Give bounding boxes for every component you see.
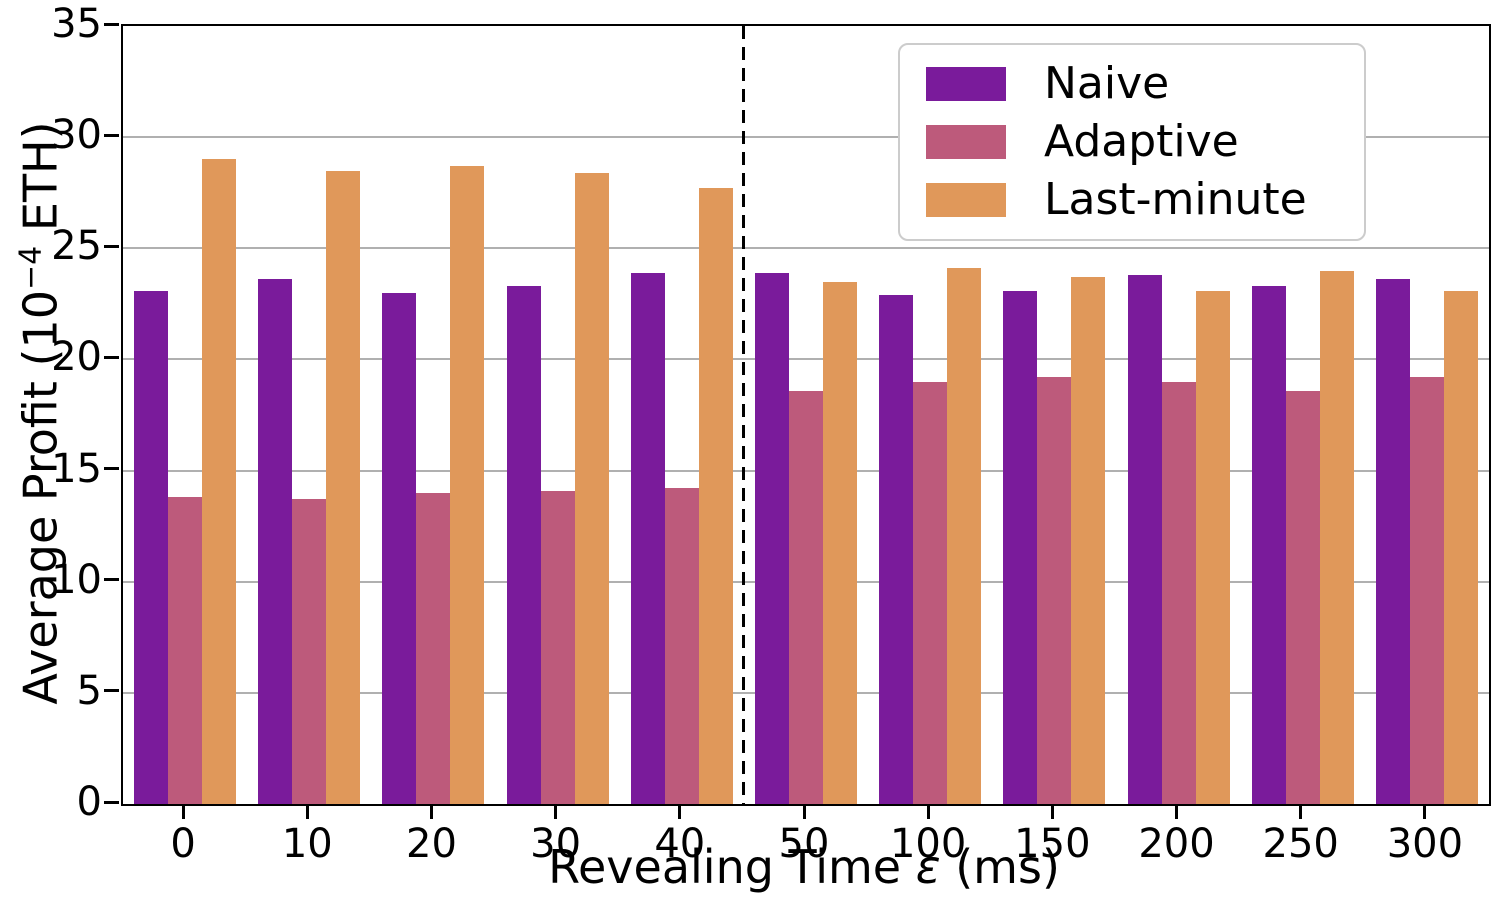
gridline-y-25 — [123, 247, 1489, 250]
gridline-y-20 — [123, 358, 1489, 361]
x-tick-label-20: 20 — [406, 821, 457, 867]
legend-item-last-minute: Last-minute — [926, 174, 1364, 226]
bar-naive-100 — [879, 294, 914, 804]
x-tick-mark-10 — [305, 804, 309, 819]
y-tick-mark-20 — [104, 355, 119, 359]
y-tick-label-30: 30 — [51, 112, 102, 159]
bar-last-minute-0 — [202, 159, 237, 804]
legend-label-adaptive: Adaptive — [1044, 116, 1239, 167]
bar-adaptive-30 — [540, 490, 575, 804]
bar-adaptive-40 — [664, 488, 699, 804]
bar-naive-50 — [755, 272, 789, 804]
legend-item-naive: Naive — [926, 58, 1364, 110]
bar-last-minute-200 — [1195, 290, 1230, 804]
legend-swatch-last-minute — [926, 183, 1006, 217]
y-tick-mark-35 — [104, 22, 119, 26]
x-tick-mark-100 — [926, 804, 930, 819]
y-tick-mark-5 — [104, 689, 119, 693]
legend-swatch-adaptive — [926, 125, 1006, 159]
bar-naive-150 — [1003, 290, 1038, 804]
bar-naive-300 — [1375, 279, 1410, 804]
bar-adaptive-0 — [168, 497, 203, 804]
x-tick-label-10: 10 — [281, 821, 333, 867]
bar-adaptive-50 — [789, 390, 823, 804]
y-tick-mark-15 — [104, 467, 119, 471]
x-tick-mark-300 — [1423, 804, 1427, 819]
x-tick-label-100: 100 — [889, 821, 967, 867]
x-tick-mark-150 — [1050, 804, 1054, 819]
x-tick-label-0: 0 — [170, 821, 196, 867]
bar-naive-30 — [506, 286, 541, 804]
x-tick-label-200: 200 — [1138, 821, 1215, 867]
y-tick-label-15: 15 — [51, 445, 102, 492]
bar-last-minute-10 — [326, 170, 361, 804]
x-tick-mark-30 — [554, 804, 558, 819]
x-axis-title-unit: (ms) — [940, 840, 1060, 894]
x-tick-mark-0 — [181, 804, 185, 819]
phase-separator-line — [742, 26, 746, 804]
gridline-y-30 — [123, 136, 1489, 139]
x-tick-label-150: 150 — [1014, 821, 1091, 867]
y-tick-label-35: 35 — [51, 1, 102, 47]
bar-naive-200 — [1127, 274, 1162, 804]
bar-last-minute-250 — [1319, 270, 1354, 804]
y-tick-label-10: 10 — [51, 556, 102, 603]
x-tick-mark-20 — [429, 804, 433, 819]
legend-swatch-naive — [926, 67, 1006, 101]
bar-naive-20 — [382, 292, 417, 804]
bar-adaptive-100 — [913, 381, 948, 804]
bar-last-minute-40 — [698, 188, 733, 804]
x-tick-label-50: 50 — [778, 821, 830, 867]
bar-naive-0 — [134, 290, 169, 804]
x-tick-mark-250 — [1299, 804, 1303, 819]
x-axis-title-text: Revealing Time — [548, 840, 916, 894]
x-tick-label-300: 300 — [1386, 821, 1464, 867]
y-tick-label-5: 5 — [76, 667, 102, 714]
y-tick-mark-10 — [104, 578, 119, 582]
y-tick-mark-0 — [104, 800, 119, 804]
bar-adaptive-200 — [1161, 381, 1196, 804]
bar-last-minute-100 — [947, 268, 982, 804]
legend-item-adaptive: Adaptive — [926, 116, 1364, 168]
bar-last-minute-30 — [574, 172, 609, 804]
legend-label-last-minute: Last-minute — [1044, 174, 1307, 225]
bar-last-minute-20 — [450, 166, 485, 804]
y-tick-mark-25 — [104, 244, 119, 248]
y-axis-title: Average Profit (10−4 ETH) — [6, 121, 67, 704]
x-tick-label-40: 40 — [654, 821, 706, 867]
bar-last-minute-50 — [823, 281, 857, 804]
x-tick-mark-50 — [802, 804, 806, 819]
legend-label-naive: Naive — [1044, 58, 1170, 109]
bar-naive-40 — [630, 272, 665, 804]
bar-adaptive-20 — [416, 492, 451, 804]
bar-last-minute-300 — [1443, 290, 1478, 804]
bar-adaptive-250 — [1285, 390, 1320, 804]
bar-adaptive-10 — [292, 499, 327, 804]
x-tick-mark-40 — [678, 804, 682, 819]
bar-adaptive-300 — [1409, 377, 1444, 804]
legend: Naive Adaptive Last-minute — [898, 43, 1366, 241]
x-tick-label-250: 250 — [1262, 821, 1339, 867]
y-tick-label-0: 0 — [76, 779, 102, 825]
x-tick-label-30: 30 — [530, 821, 582, 867]
bar-naive-250 — [1251, 286, 1286, 804]
y-tick-mark-30 — [104, 133, 119, 137]
epsilon-symbol: ε — [915, 840, 941, 894]
y-tick-label-20: 20 — [51, 334, 102, 381]
bar-last-minute-150 — [1071, 277, 1106, 804]
x-axis-title: Revealing Time ε (ms) — [464, 842, 1144, 892]
bar-naive-10 — [258, 279, 293, 804]
x-tick-mark-200 — [1175, 804, 1179, 819]
bar-adaptive-150 — [1037, 377, 1072, 804]
y-tick-label-25: 25 — [51, 223, 102, 270]
